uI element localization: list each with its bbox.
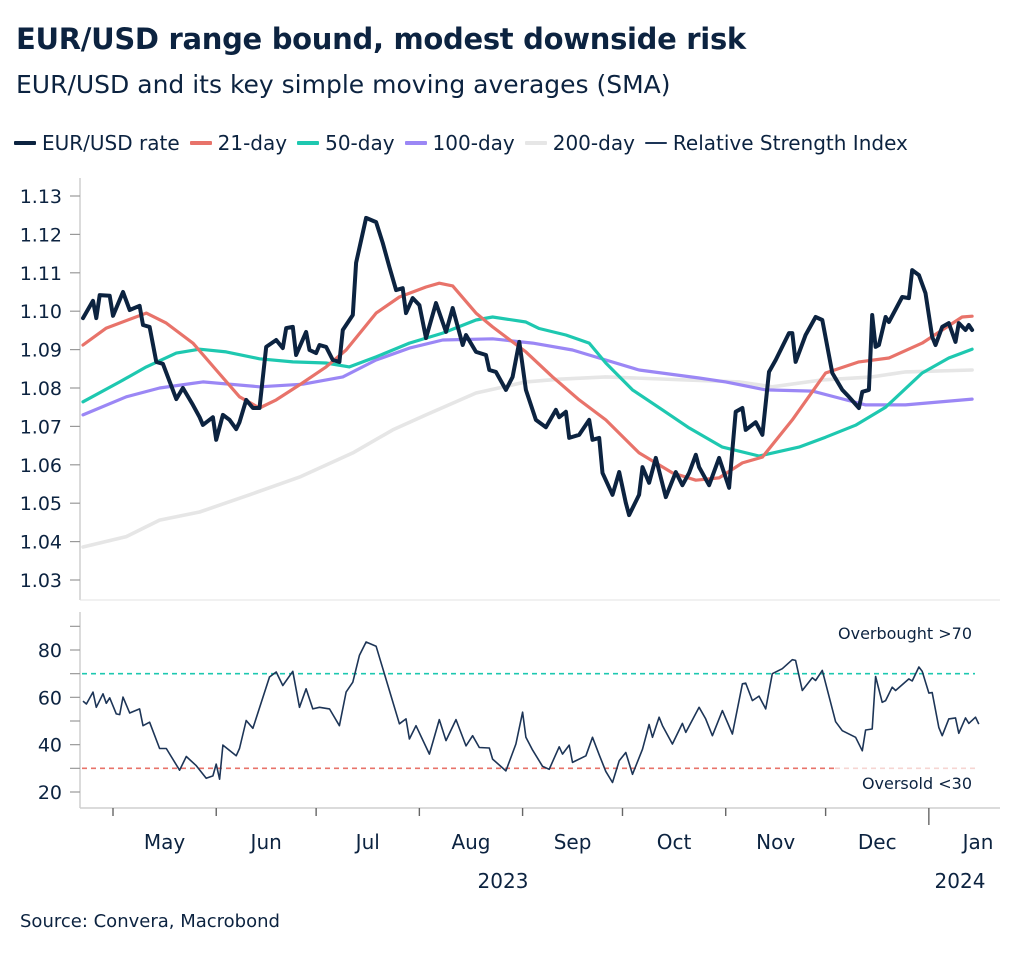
x-tick-label: Jun [249,830,282,854]
y-tick-label: 1.04 [20,532,62,554]
x-tick-label: Oct [657,830,692,854]
x-tick-label: Dec [858,830,897,854]
year-label-2024: 2024 [935,869,986,893]
legend-item-21-day: 21-day [189,131,288,155]
legend-label: 200-day [552,131,635,155]
series-line-eur-usd-rate [81,215,975,518]
y-tick-label: 1.06 [20,455,62,477]
legend-swatch [524,141,547,145]
legend-swatch [404,141,427,145]
legend-label: EUR/USD rate [42,131,180,155]
chart-subtitle: EUR/USD and its key simple moving averag… [16,70,671,99]
legend-item-50-day: 50-day [297,131,395,155]
series-line-rsi [82,641,980,784]
x-tick-label: Aug [451,830,490,854]
legend-label: 21-day [217,131,288,155]
legend-label: Relative Strength Index [672,131,908,155]
x-tick-label: May [144,830,186,854]
legend-item-rsi: Relative Strength Index [644,131,908,155]
legend-label: 50-day [325,131,395,155]
legend-swatch [644,142,667,144]
y-tick-label: 1.08 [20,378,62,400]
series-line-50-day [81,315,974,458]
legend-label: 100-day [432,131,515,155]
legend-item-200-day: 200-day [524,131,635,155]
rsi-y-tick-label: 20 [38,782,62,804]
y-tick-label: 1.09 [20,340,62,362]
legend: EUR/USD rate 21-day 50-day 100-day 200-d… [14,131,918,155]
y-tick-label: 1.05 [20,493,62,515]
x-tick-label: Sep [554,830,592,854]
series-line-100-day [81,337,974,417]
x-tick-label: Jan [961,830,994,854]
y-tick-label: 1.03 [20,570,62,592]
legend-item-eurusd: EUR/USD rate [14,131,180,155]
rsi-y-tick-label: 60 [38,687,62,709]
rsi-y-tick-label: 80 [38,640,62,662]
y-tick-label: 1.11 [20,263,62,285]
source-note: Source: Convera, Macrobond [20,911,280,932]
year-label-2023: 2023 [478,869,529,893]
x-tick-label: Jul [354,830,380,854]
chart-title: EUR/USD range bound, modest downside ris… [16,22,746,56]
legend-swatch [297,141,320,145]
y-tick-label: 1.13 [20,186,62,208]
series-line-21-day [81,281,974,482]
y-tick-label: 1.10 [20,301,62,323]
oversold-annotation: Oversold <30 [862,774,972,793]
y-tick-label: 1.12 [20,224,62,246]
rsi-y-tick-label: 40 [38,735,62,757]
x-tick-label: Nov [756,830,795,854]
legend-swatch [14,141,36,145]
y-tick-label: 1.07 [20,416,62,438]
legend-item-100-day: 100-day [404,131,515,155]
overbought-annotation: Overbought >70 [838,624,972,643]
legend-swatch [189,141,212,145]
